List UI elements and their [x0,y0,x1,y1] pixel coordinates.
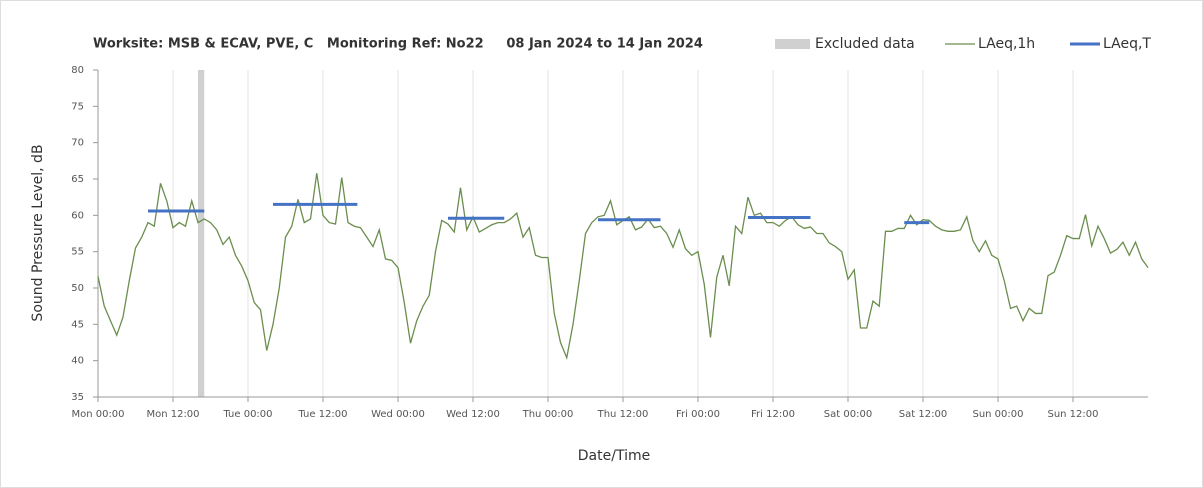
x-tick-label: Sat 12:00 [899,409,947,420]
legend-swatch [775,39,810,49]
x-tick-label: Thu 00:00 [522,409,574,420]
y-tick-label: 65 [71,174,84,185]
chart-title: Worksite: MSB & ECAV, PVE, C Monitoring … [93,37,703,52]
y-tick-label: 80 [71,65,84,76]
x-tick-label: Mon 00:00 [71,409,124,420]
y-tick-label: 35 [71,392,84,403]
x-tick-label: Mon 12:00 [146,409,199,420]
x-axis-label: Date/Time [578,448,650,464]
y-tick-label: 55 [71,247,84,258]
x-tick-label: Fri 12:00 [751,409,795,420]
x-tick-label: Tue 00:00 [222,409,272,420]
x-tick-label: Sun 00:00 [972,409,1023,420]
y-tick-label: 70 [71,138,84,149]
x-tick-label: Tue 12:00 [297,409,347,420]
excluded-band [198,70,205,397]
y-tick-label: 60 [71,210,84,221]
x-tick-label: Sat 00:00 [824,409,872,420]
y-tick-label: 45 [71,319,84,330]
x-tick-label: Wed 12:00 [446,409,500,420]
y-axis-label: Sound Pressure Level, dB [30,144,46,321]
x-tick-label: Fri 00:00 [676,409,720,420]
legend-label: Excluded data [815,36,915,52]
legend-label: LAeq,1h [978,36,1035,52]
y-tick-label: 40 [71,356,84,367]
y-tick-label: 50 [71,283,84,294]
x-tick-label: Wed 00:00 [371,409,425,420]
legend-label: LAeq,T [1103,36,1151,52]
x-tick-label: Sun 12:00 [1047,409,1098,420]
y-tick-label: 75 [71,101,84,112]
x-tick-label: Thu 12:00 [597,409,649,420]
